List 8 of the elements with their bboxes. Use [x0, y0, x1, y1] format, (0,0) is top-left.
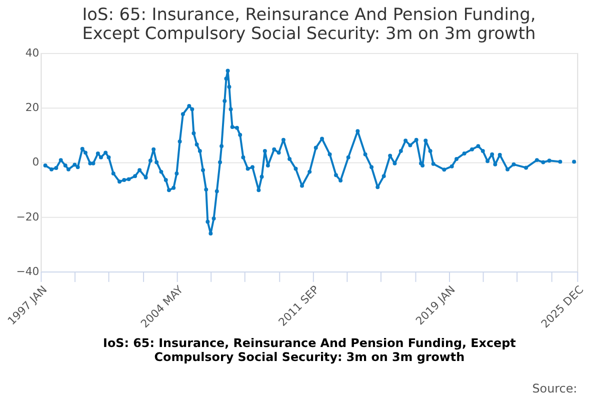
y-tick-label: 0 — [32, 156, 40, 169]
chart-title: IoS: 65: Insurance, Reinsurance And Pension Funding, Except Compulsory Social Security: 3m on 3m growth — [82, 4, 536, 44]
x-axis-title: IoS: 65: Insurance, Reinsurance And Pension Funding, Except Compulsory Social Security: 3m on 3m growth — [103, 336, 516, 364]
y-tick-label: 20 — [25, 101, 40, 114]
y-tick-label: −40 — [16, 264, 40, 278]
y-tick-label: −20 — [16, 210, 40, 224]
source-note: Source: — [532, 382, 578, 396]
y-tick-label: 40 — [25, 46, 40, 60]
